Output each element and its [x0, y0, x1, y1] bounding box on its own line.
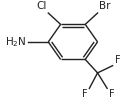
- Text: Cl: Cl: [37, 1, 47, 11]
- Text: F: F: [115, 55, 121, 65]
- Text: Br: Br: [99, 1, 110, 11]
- Text: F: F: [82, 89, 88, 99]
- Text: F: F: [108, 89, 114, 99]
- Text: H$_2$N: H$_2$N: [5, 35, 26, 49]
